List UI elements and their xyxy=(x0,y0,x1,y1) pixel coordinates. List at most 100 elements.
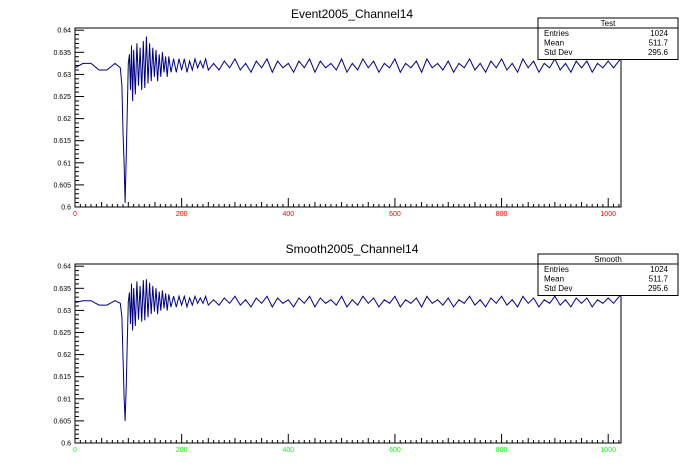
data-point xyxy=(162,51,163,53)
data-point xyxy=(293,71,294,73)
data-point xyxy=(162,290,163,291)
data-point xyxy=(152,47,154,49)
data-point xyxy=(309,58,310,60)
data-point xyxy=(271,306,273,308)
data-point xyxy=(186,306,188,308)
stats-label: Entries xyxy=(544,265,569,274)
data-point xyxy=(469,295,470,297)
data-point xyxy=(131,45,132,47)
stats-value: 511.7 xyxy=(649,275,669,284)
data-point xyxy=(586,60,588,62)
data-point xyxy=(437,299,438,301)
data-point xyxy=(123,396,125,397)
data-point xyxy=(150,313,152,315)
data-point xyxy=(533,60,534,62)
chart-title: Smooth2005_Channel14 xyxy=(286,242,419,256)
data-point xyxy=(124,202,126,204)
y-tick-label: 0.62 xyxy=(57,116,71,123)
data-point xyxy=(298,297,300,299)
data-point xyxy=(389,302,390,304)
data-point xyxy=(607,60,609,62)
x-tick-label: 200 xyxy=(176,447,188,454)
data-point xyxy=(303,67,305,69)
data-point xyxy=(175,306,177,308)
data-point xyxy=(287,299,289,301)
data-point xyxy=(136,43,138,44)
data-point xyxy=(126,109,128,111)
data-point xyxy=(170,306,172,308)
data-point xyxy=(123,162,125,164)
data-point xyxy=(266,295,268,297)
data-point xyxy=(74,67,76,69)
data-point xyxy=(229,302,231,304)
x-tick-label: 600 xyxy=(389,447,401,454)
data-point xyxy=(511,63,513,64)
data-point xyxy=(166,76,168,77)
data-point xyxy=(522,295,524,297)
data-point xyxy=(522,58,524,60)
data-point xyxy=(178,58,180,60)
data-point xyxy=(373,297,374,299)
data-point xyxy=(146,36,147,38)
data-point xyxy=(136,281,138,283)
data-point xyxy=(490,60,492,62)
data-point xyxy=(223,60,225,62)
data-point xyxy=(474,69,476,71)
data-point xyxy=(155,287,157,289)
data-point xyxy=(90,63,92,64)
data-point xyxy=(527,302,529,304)
data-point xyxy=(362,295,364,297)
data-point xyxy=(335,69,337,71)
data-point xyxy=(565,63,566,64)
x-tick-label: 0 xyxy=(73,211,77,218)
data-point xyxy=(130,323,131,325)
data-point xyxy=(181,304,183,306)
data-point xyxy=(447,297,449,299)
data-point xyxy=(314,306,316,308)
data-point xyxy=(325,302,326,304)
data-point xyxy=(357,304,358,306)
data-point xyxy=(309,295,310,297)
data-point xyxy=(122,131,124,133)
data-point xyxy=(147,316,149,318)
data-point xyxy=(154,310,155,312)
x-tick-label: 0 xyxy=(73,447,77,454)
data-point xyxy=(124,420,126,422)
data-point xyxy=(114,300,116,302)
data-point xyxy=(581,302,582,304)
data-point xyxy=(506,69,508,71)
data-point xyxy=(325,67,326,69)
data-point xyxy=(399,306,401,308)
data-point xyxy=(330,299,332,301)
data-point xyxy=(543,299,545,301)
data-point xyxy=(575,60,577,62)
stats-box: Test Entries 1024 Mean 511.7 Std Dev 295.6 xyxy=(537,17,679,60)
y-tick-label: 0.63 xyxy=(57,72,71,79)
y-tick-label: 0.62 xyxy=(57,352,71,359)
data-point xyxy=(213,299,215,301)
data-point xyxy=(469,58,470,60)
data-point xyxy=(554,295,556,297)
y-tick-label: 0.635 xyxy=(53,286,71,293)
data-point xyxy=(517,71,518,73)
data-point xyxy=(341,58,342,60)
series-line xyxy=(74,36,621,203)
data-point xyxy=(405,299,406,301)
stats-box-title: Smooth xyxy=(594,255,622,264)
data-point xyxy=(485,306,486,308)
data-point xyxy=(330,63,332,64)
stats-box-frame xyxy=(537,253,679,296)
bottom-panel: Smooth2005_Channel14 0 200 400 600 800 1000 0.6… xyxy=(53,242,679,454)
data-point xyxy=(602,302,604,304)
data-point xyxy=(127,63,129,64)
data-point xyxy=(150,80,152,82)
data-point xyxy=(575,297,577,299)
y-tick-label: 0.615 xyxy=(53,138,71,145)
data-point xyxy=(250,71,252,73)
data-point xyxy=(205,295,207,297)
data-point xyxy=(346,306,348,308)
data-point xyxy=(426,295,428,297)
y-tick-label: 0.6 xyxy=(61,205,71,212)
data-point xyxy=(549,302,550,304)
stats-value: 1024 xyxy=(650,29,668,38)
